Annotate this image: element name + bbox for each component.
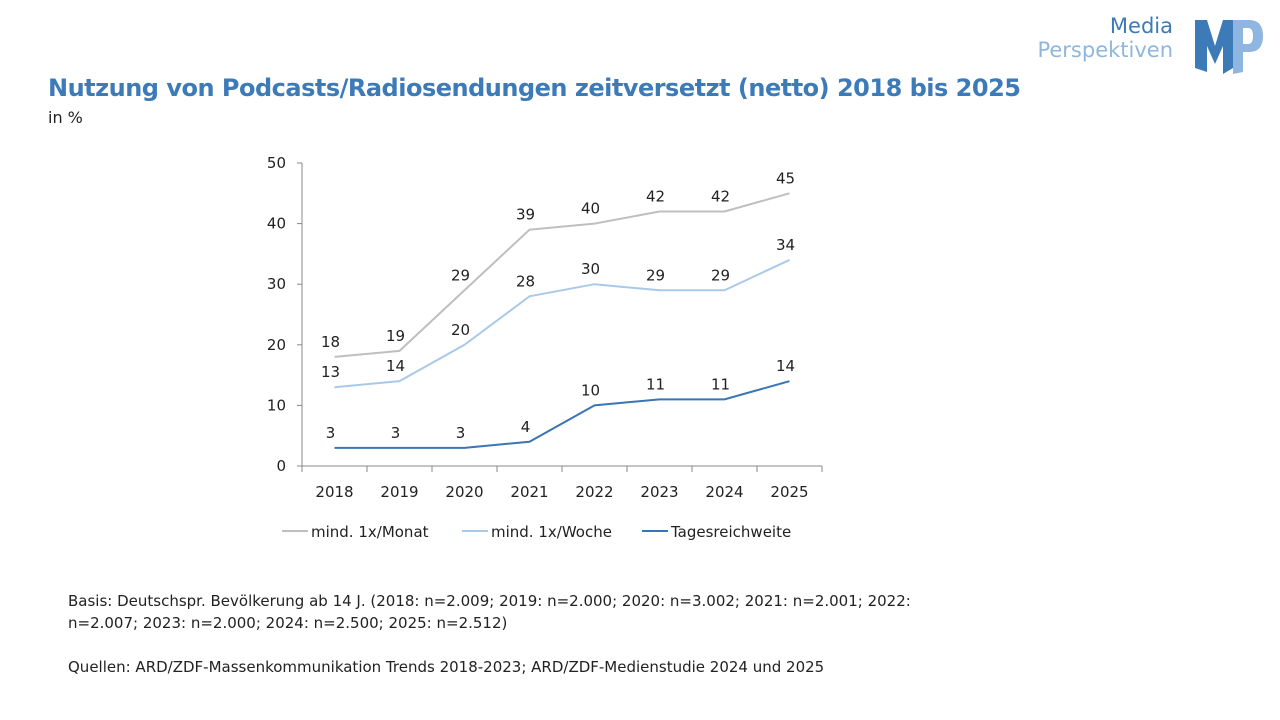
data-label: 14 <box>776 357 795 375</box>
x-tick-label: 2021 <box>510 483 548 501</box>
data-label: 3 <box>391 424 401 442</box>
logo-text-perspektiven: Perspektiven <box>1037 38 1173 62</box>
data-label: 19 <box>386 327 405 345</box>
y-tick-label: 0 <box>276 457 286 475</box>
data-label: 3 <box>326 424 336 442</box>
series-line-0 <box>334 192 790 358</box>
page-subtitle: in % <box>48 108 83 127</box>
data-label: 40 <box>581 200 600 218</box>
y-tick-label: 30 <box>267 275 286 293</box>
mp-logo-icon <box>1195 20 1263 74</box>
data-label: 34 <box>776 236 795 254</box>
data-label: 28 <box>516 272 535 290</box>
data-label: 4 <box>521 418 531 436</box>
data-label: 39 <box>516 206 535 224</box>
y-tick-label: 20 <box>267 336 286 354</box>
data-label: 13 <box>321 363 340 381</box>
logo-text-media: Media <box>1109 14 1173 38</box>
data-label: 45 <box>776 169 795 187</box>
data-label: 30 <box>581 260 600 278</box>
data-label: 29 <box>451 266 470 284</box>
footnote-sources: Quellen: ARD/ZDF-Massenkommunikation Tre… <box>68 658 825 676</box>
x-tick-label: 2019 <box>380 483 418 501</box>
legend-label: mind. 1x/Monat <box>311 523 429 541</box>
footnote-basis: Basis: Deutschspr. Bevölkerung ab 14 J. … <box>68 592 911 632</box>
data-label: 18 <box>321 333 340 351</box>
x-tick-label: 2023 <box>640 483 678 501</box>
data-label: 29 <box>711 266 730 284</box>
data-label: 29 <box>646 266 665 284</box>
data-label: 20 <box>451 321 470 339</box>
series-line-2 <box>334 380 790 449</box>
x-tick-label: 2018 <box>315 483 353 501</box>
y-tick-label: 10 <box>267 396 286 414</box>
series-line-1 <box>334 259 790 389</box>
data-label: 11 <box>646 375 665 393</box>
data-label: 3 <box>456 424 466 442</box>
x-tick-label: 2024 <box>705 483 743 501</box>
page-title: Nutzung von Podcasts/Radiosendungen zeit… <box>48 74 1021 102</box>
x-tick-label: 2025 <box>770 483 808 501</box>
y-tick-label: 40 <box>267 215 286 233</box>
x-tick-label: 2020 <box>445 483 483 501</box>
y-tick-label: 50 <box>267 154 286 172</box>
data-label: 42 <box>711 187 730 205</box>
legend-label: mind. 1x/Woche <box>491 523 612 541</box>
data-label: 11 <box>711 375 730 393</box>
data-label: 14 <box>386 357 405 375</box>
legend-label: Tagesreichweite <box>670 523 791 541</box>
data-label: 42 <box>646 187 665 205</box>
data-label: 10 <box>581 381 600 399</box>
media-perspektiven-logo: Media Perspektiven <box>1037 12 1265 77</box>
x-tick-label: 2022 <box>575 483 613 501</box>
